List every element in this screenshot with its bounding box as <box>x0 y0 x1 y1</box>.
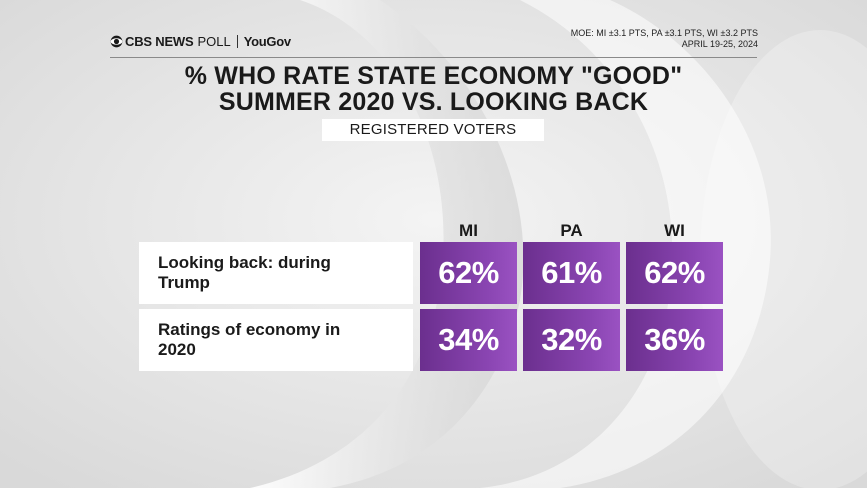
cbs-eye-icon <box>110 35 123 47</box>
cell-ratings-2020-pa: 32% <box>523 309 620 371</box>
column-header-mi: MI <box>459 221 478 240</box>
title-line-1: % WHO RATE STATE ECONOMY "GOOD" <box>184 62 683 90</box>
cell-looking-back-wi: 62% <box>626 242 723 304</box>
cell-ratings-2020-mi: 34% <box>420 309 517 371</box>
brand-poll-word: POLL <box>197 33 231 49</box>
row-label-text: Looking back: during Trump <box>158 253 331 292</box>
brand-logo: CBS NEWS POLL YouGov <box>110 33 291 49</box>
poll-dates: APRIL 19-25, 2024 <box>681 39 758 49</box>
brand-name: CBS NEWS <box>125 33 194 49</box>
brand-divider <box>236 34 238 48</box>
moe-block: MOE: MI ±3.1 PTS, PA ±3.1 PTS, WI ±3.2 P… <box>571 28 758 50</box>
cell-looking-back-mi: 62% <box>420 242 517 304</box>
title-line-2: SUMMER 2020 VS. LOOKING BACK <box>218 88 649 116</box>
row-label-text: Ratings of economy in 2020 <box>158 320 341 359</box>
header-rule <box>110 57 757 58</box>
row-label-ratings-2020: Ratings of economy in 2020 <box>139 309 413 371</box>
subtitle-badge: REGISTERED VOTERS <box>322 119 544 141</box>
column-header-pa: PA <box>560 221 583 240</box>
row-label-looking-back: Looking back: during Trump <box>139 242 413 304</box>
cell-ratings-2020-wi: 36% <box>626 309 723 371</box>
cell-looking-back-pa: 61% <box>523 242 620 304</box>
column-header-wi: WI <box>664 221 685 240</box>
chart-title: % WHO RATE STATE ECONOMY "GOOD" SUMMER 2… <box>110 63 757 115</box>
partner-name: YouGov <box>243 33 291 49</box>
margin-of-error: MOE: MI ±3.1 PTS, PA ±3.1 PTS, WI ±3.2 P… <box>570 28 758 38</box>
